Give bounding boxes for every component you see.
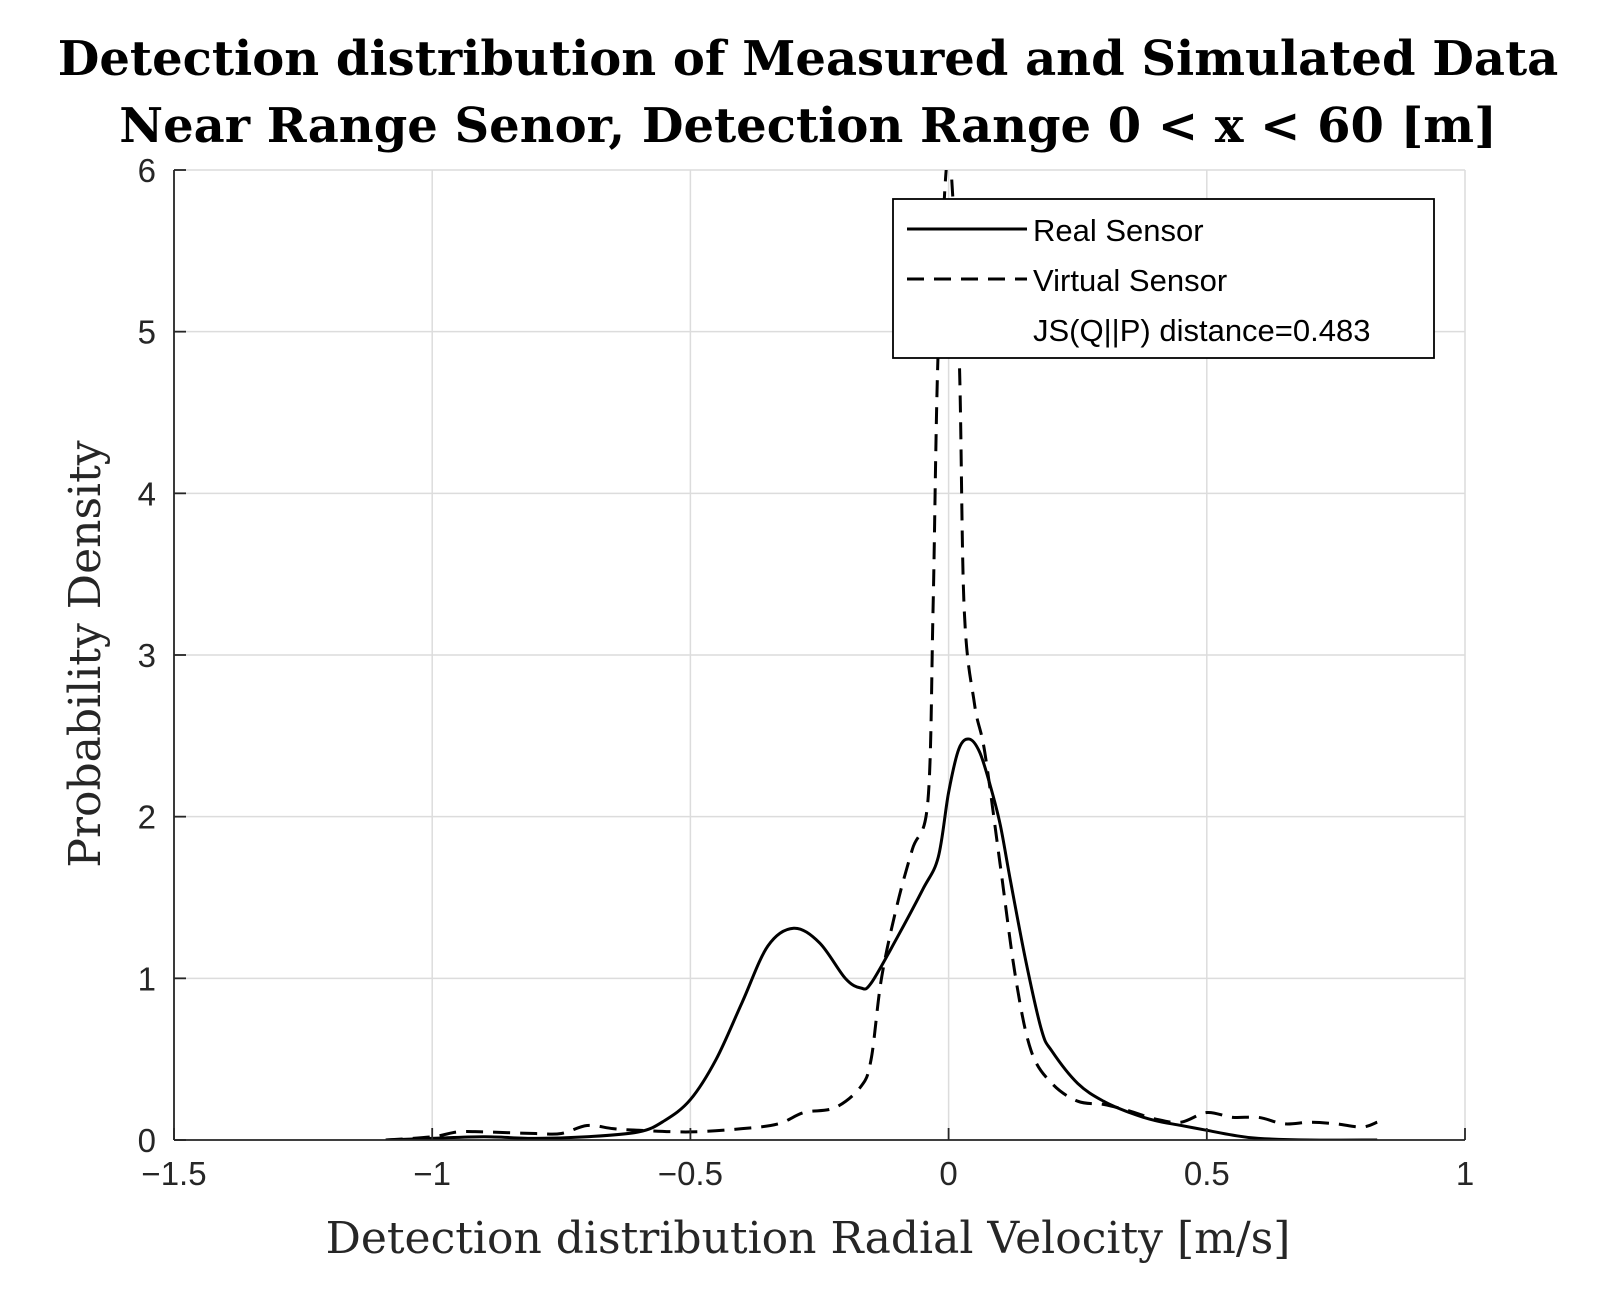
- chart-subtitle: Near Range Senor, Detection Range 0 < x …: [119, 98, 1497, 154]
- y-tick-label: 6: [138, 152, 156, 189]
- legend-annotation-js-distance: JS(Q||P) distance=0.483: [1033, 313, 1370, 348]
- legend-label-real-sensor: Real Sensor: [1033, 213, 1204, 248]
- x-tick-label: 1: [1456, 1155, 1474, 1192]
- legend-box: [892, 198, 1435, 359]
- x-tick-label: −1: [413, 1155, 451, 1192]
- legend-label-virtual-sensor: Virtual Sensor: [1033, 263, 1227, 298]
- series-line-real-sensor: [385, 737, 1378, 1140]
- y-axis-label: Probability Density: [60, 440, 111, 867]
- y-tick-label: 5: [138, 314, 156, 351]
- x-tick-label: −1.5: [141, 1155, 206, 1192]
- legend: Real Sensor Virtual Sensor JS(Q||P) dist…: [892, 198, 1435, 359]
- y-tick-label: 2: [138, 799, 156, 836]
- ticks: −1.5 −1 −0.5 0 0.5 1 0 1 2 3 4 5 6: [138, 152, 1475, 1192]
- y-tick-label: 1: [138, 960, 156, 997]
- series-line-virtual-sensor: [385, 170, 1378, 1140]
- y-tick-label: 4: [138, 475, 156, 512]
- x-axis-label: Detection distribution Radial Velocity […: [326, 1213, 1291, 1264]
- x-tick-label: −0.5: [658, 1155, 723, 1192]
- y-tick-label: 3: [138, 637, 156, 674]
- x-tick-label: 0: [939, 1155, 957, 1192]
- grid: [173, 169, 1466, 1141]
- x-tick-label: 0.5: [1184, 1155, 1230, 1192]
- y-tick-label: 0: [138, 1122, 156, 1159]
- series-layer: [385, 170, 1378, 1140]
- chart-title: Detection distribution of Measured and S…: [58, 31, 1559, 87]
